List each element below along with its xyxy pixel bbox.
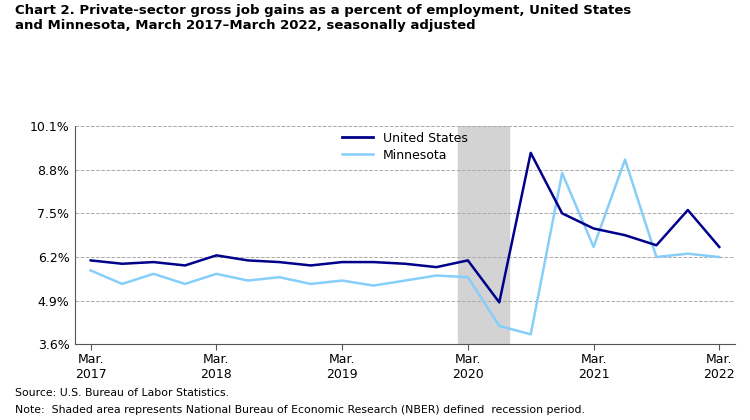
Text: Chart 2. Private-sector gross job gains as a percent of employment, United State: Chart 2. Private-sector gross job gains …	[15, 4, 632, 32]
Text: Note:  Shaded area represents National Bureau of Economic Research (NBER) define: Note: Shaded area represents National Bu…	[15, 405, 585, 415]
Bar	[458, 126, 509, 344]
Text: Source: U.S. Bureau of Labor Statistics.: Source: U.S. Bureau of Labor Statistics.	[15, 388, 229, 399]
Legend: United States, Minnesota: United States, Minnesota	[342, 132, 468, 162]
